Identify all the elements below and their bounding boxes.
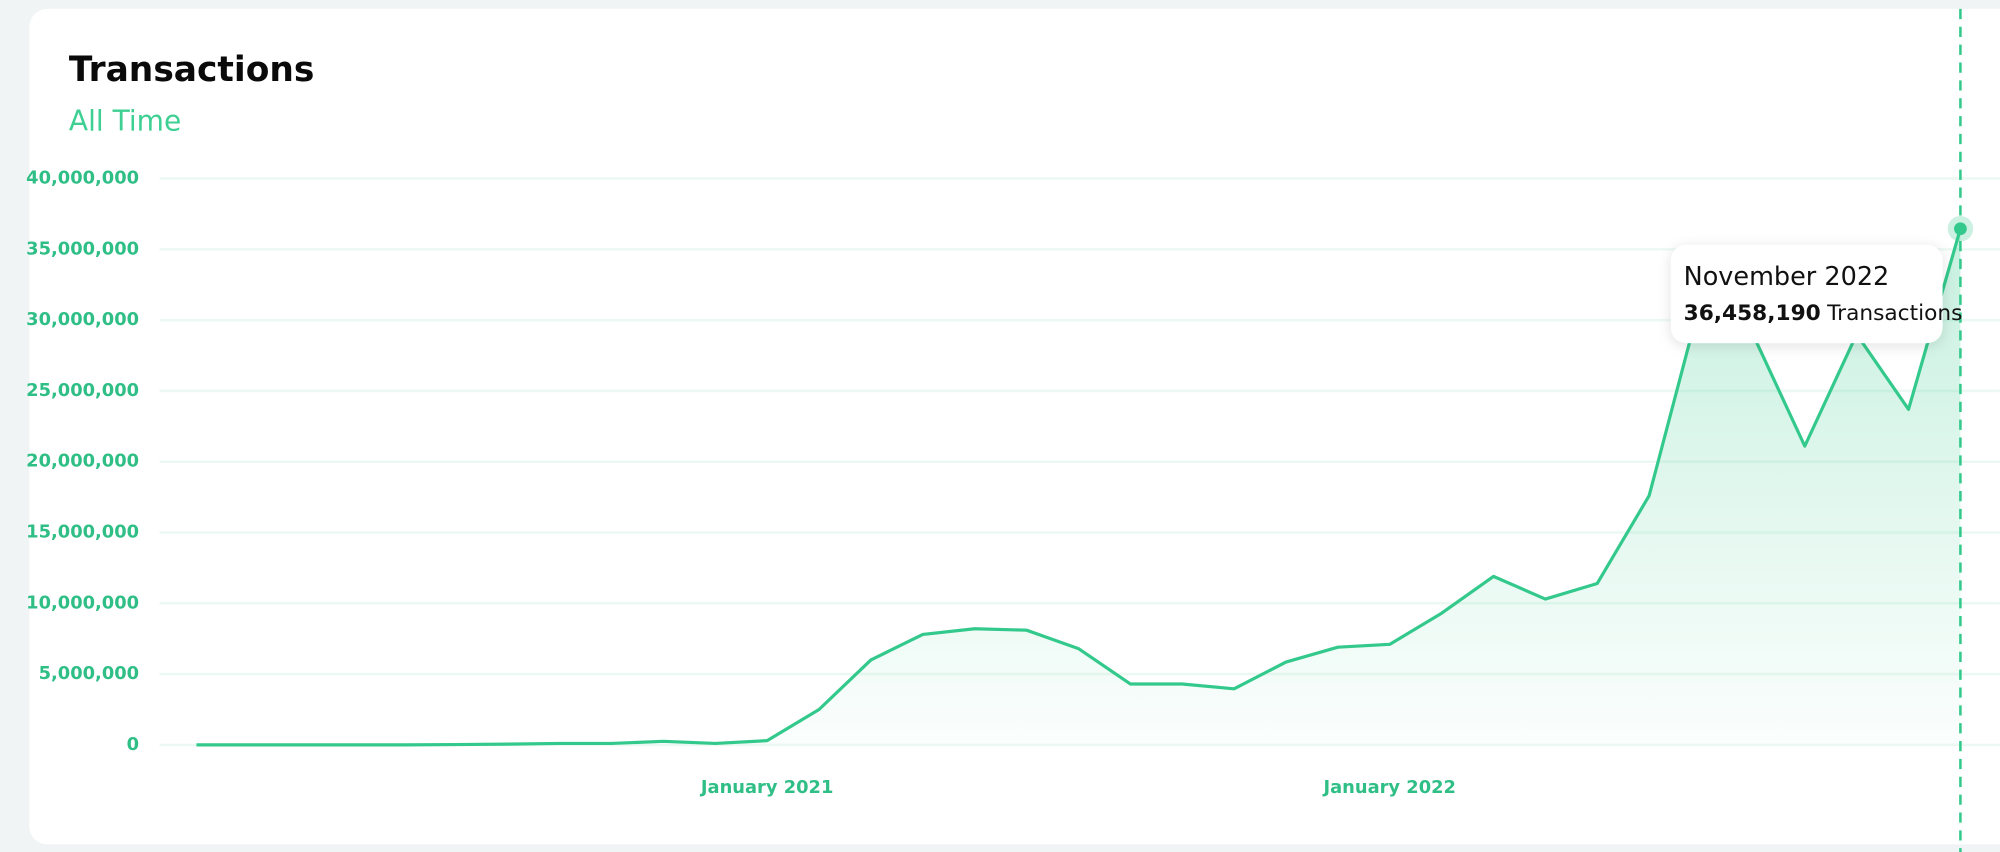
y-tick-label: 15,000,000 <box>26 522 139 543</box>
line <box>196 228 1962 747</box>
tooltip-number: 36,458,190 <box>1684 301 1821 326</box>
y-tick-label: 10,000,000 <box>26 592 139 613</box>
area <box>196 228 1961 745</box>
tooltip-box <box>1670 244 1943 344</box>
x-tick-label: January 2021 <box>700 777 833 798</box>
tooltip-unit: Transactions <box>1826 301 1962 326</box>
y-tick-label: 35,000,000 <box>26 238 139 259</box>
y-tick-label: 5,000,000 <box>39 663 139 684</box>
y-tick-label: 20,000,000 <box>26 451 139 472</box>
chart-subtitle: All Time <box>69 104 181 137</box>
chart-title: Transactions <box>69 50 314 90</box>
tooltip-value: 36,458,190 Transactions <box>1684 301 1963 326</box>
tooltip-date: November 2022 <box>1684 262 1890 292</box>
y-tick-label: 25,000,000 <box>26 380 139 401</box>
y-tick-label: 30,000,000 <box>26 309 139 330</box>
y-tick-label: 40,000,000 <box>26 168 139 189</box>
hover-point <box>1954 222 1967 236</box>
y-tick-label: 0 <box>127 734 139 755</box>
tooltip: November 2022 36,458,190 Transactions <box>1670 244 1963 344</box>
plot <box>196 8 1974 852</box>
x-tick-label: January 2022 <box>1323 777 1456 798</box>
